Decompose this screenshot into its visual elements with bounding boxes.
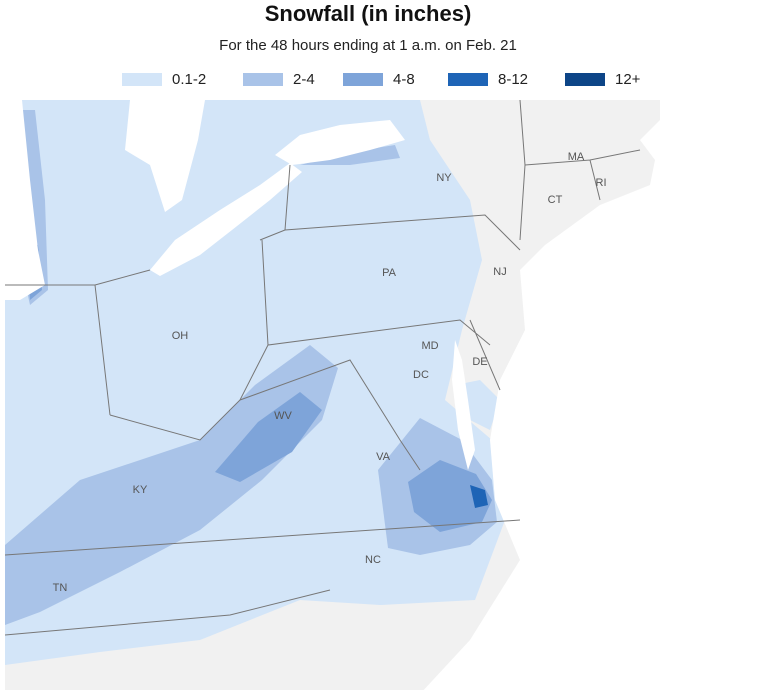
snow-2 [408,460,492,532]
lake-michigan [5,100,45,300]
subtitle: For the 48 hours ending at 1 a.m. on Feb… [219,37,517,54]
legend-label: 2-4 [293,71,315,88]
state-label: RI [596,177,607,189]
lake-huron [125,100,205,212]
state-borders [4,99,641,636]
lake-erie [150,163,302,276]
state-label: NJ [493,266,506,278]
snow-3 [470,485,488,508]
legend-swatch [448,73,488,86]
state-label: NY [436,172,452,184]
legend: 0.1-2 2-4 4-8 8-12 12+ [122,71,641,88]
state-label: PA [382,267,397,279]
legend-label: 4-8 [393,71,415,88]
state-label: NC [365,554,381,566]
map [4,99,768,694]
state-label: MA [568,151,585,163]
legend-swatch [122,73,162,86]
state-label: WV [274,410,292,422]
state-label: DC [413,369,429,381]
snow-2 [215,392,322,482]
lake-ontario [275,120,405,165]
state-label: KY [133,484,148,496]
state-label: TN [53,582,68,594]
state-label: CT [548,194,563,206]
legend-swatch [565,73,605,86]
legend-swatch [243,73,283,86]
chesapeake [452,340,475,470]
legend-swatch [343,73,383,86]
state-label: VA [376,451,391,463]
state-label: DE [472,356,487,368]
state-label: OH [172,330,189,342]
legend-label: 0.1-2 [172,71,206,88]
snow-1 [5,345,338,625]
legend-label: 12+ [615,71,641,88]
ocean [420,100,768,694]
legend-label: 8-12 [498,71,528,88]
state-label: MD [421,340,438,352]
title: Snowfall (in inches) [265,1,472,26]
